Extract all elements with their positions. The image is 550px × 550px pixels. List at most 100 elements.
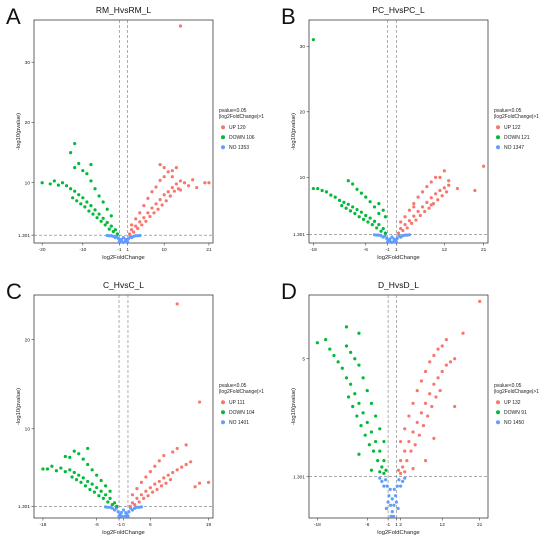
panel-title: C_HvsC_L <box>103 280 144 290</box>
point-up <box>159 484 164 488</box>
legend: pvalue<0.05|log2FoldChange|>1 UP 122 DOWN … <box>494 108 539 151</box>
point-up <box>420 190 425 194</box>
point-down <box>75 199 79 203</box>
point-down <box>63 470 67 474</box>
y-axis-label: -log10(pvalue) <box>291 113 297 150</box>
point-down <box>48 182 52 186</box>
point-up <box>432 353 436 358</box>
point-up <box>403 449 407 453</box>
point-up <box>191 178 195 182</box>
point-no <box>390 510 394 514</box>
plot-frame <box>33 294 214 519</box>
point-no <box>387 494 391 498</box>
legend-key-up <box>221 125 225 130</box>
point-down <box>91 212 95 216</box>
point-up <box>448 360 453 364</box>
point-down <box>106 500 110 504</box>
point-up <box>130 223 134 227</box>
point-down <box>311 38 315 42</box>
point-up <box>415 420 419 425</box>
point-down <box>379 229 383 233</box>
point-up <box>135 496 139 500</box>
point-up <box>434 395 438 399</box>
panel-title: PC_HvsPC_L <box>372 5 425 15</box>
point-down <box>63 454 67 459</box>
point-down <box>105 220 109 225</box>
point-down <box>77 473 81 477</box>
point-down <box>90 468 94 472</box>
x-tick-label: 12 <box>440 522 446 528</box>
panel-letter: A <box>6 4 21 29</box>
x-tick-label: -18 <box>39 522 46 528</box>
point-up <box>398 459 403 463</box>
point-no <box>388 237 392 241</box>
point-down <box>97 212 101 216</box>
x-tick-label: -18 <box>310 247 317 253</box>
point-down <box>366 220 370 224</box>
point-up <box>130 501 135 505</box>
point-up <box>399 226 403 231</box>
legend-key-down <box>496 135 500 140</box>
point-down <box>372 205 377 209</box>
point-down <box>54 469 58 473</box>
point-down <box>365 420 369 425</box>
point-down <box>115 504 119 509</box>
point-up <box>144 489 148 493</box>
legend-key-up <box>496 400 500 405</box>
point-down <box>355 187 359 191</box>
point-up <box>197 481 202 485</box>
point-up <box>128 504 132 509</box>
point-down <box>101 496 105 500</box>
point-down <box>101 216 105 220</box>
y-axis-label: -log10(pvalue) <box>291 388 297 425</box>
point-up <box>150 206 154 210</box>
panel-title: D_HvsD_L <box>378 280 419 290</box>
point-down <box>83 205 87 209</box>
point-down <box>370 223 374 227</box>
legend-key-up <box>496 125 500 130</box>
x-tick-label: 1 <box>126 247 129 253</box>
point-up <box>170 185 174 190</box>
point-down <box>86 446 90 451</box>
point-down <box>369 401 374 405</box>
point-up <box>442 169 446 173</box>
point-up <box>186 184 191 188</box>
point-up <box>170 169 174 173</box>
point-down <box>108 489 112 493</box>
legend-item-up: UP 120 <box>229 125 246 131</box>
point-up <box>438 175 442 180</box>
point-down <box>112 501 117 505</box>
x-tick-label: 21 <box>206 247 212 253</box>
point-up <box>164 481 168 485</box>
point-up <box>415 388 419 393</box>
point-down <box>95 216 99 220</box>
point-down <box>81 476 85 480</box>
point-down <box>99 219 103 223</box>
x-tick-label: 1 <box>395 522 398 528</box>
point-down <box>346 202 350 206</box>
point-up <box>412 214 416 218</box>
point-down <box>70 475 74 479</box>
point-up <box>184 443 188 447</box>
point-down <box>81 196 85 200</box>
point-down <box>115 232 119 236</box>
y-axis-label: -log10(pvalue) <box>16 388 22 425</box>
point-no <box>394 500 399 504</box>
plot-frame <box>308 294 489 519</box>
point-no <box>392 237 396 241</box>
point-down <box>359 210 363 214</box>
point-no <box>407 233 412 237</box>
legend-key-no <box>221 145 225 150</box>
y-tick-label: 20 <box>25 337 31 343</box>
point-up <box>207 181 211 185</box>
legend-title: pvalue<0.05 <box>219 108 247 114</box>
point-no <box>126 237 130 241</box>
point-up <box>175 446 179 451</box>
point-no <box>388 487 392 491</box>
point-no <box>391 514 396 519</box>
point-down <box>378 427 382 431</box>
point-no <box>398 484 403 488</box>
point-up <box>398 439 403 444</box>
point-no <box>138 233 142 238</box>
point-up <box>407 208 412 212</box>
